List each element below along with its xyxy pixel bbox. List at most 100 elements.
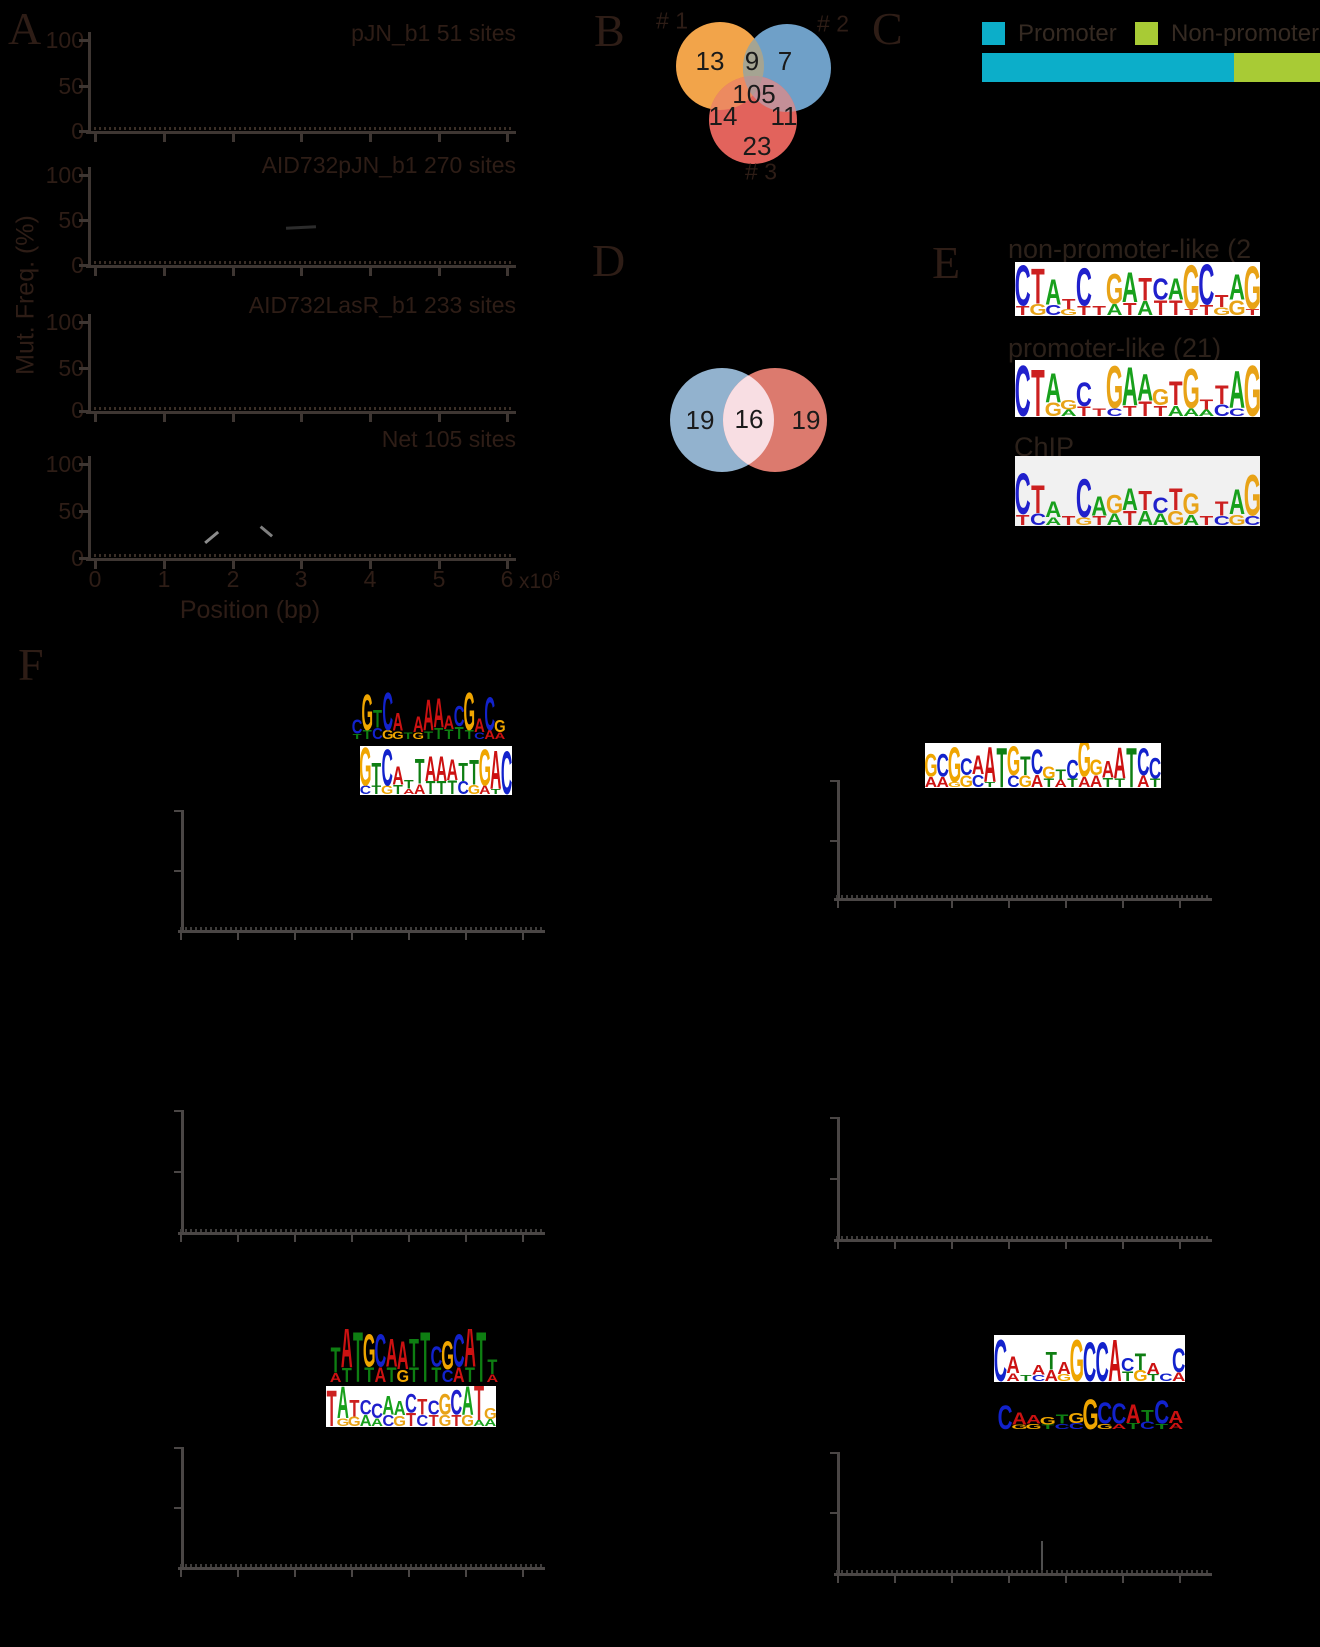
svg-text:T: T [409, 1332, 419, 1375]
svg-text:C: C [1159, 1371, 1172, 1382]
svg-text:C: C [1198, 262, 1214, 316]
x-axis [178, 930, 545, 933]
svg-text:G: G [1228, 295, 1245, 316]
svg-text:T: T [1138, 486, 1152, 517]
svg-text:A: A [1168, 1407, 1183, 1427]
data-zero-dashes [94, 554, 514, 557]
y-tick [830, 780, 837, 782]
x-axis [86, 411, 516, 414]
svg-text:G: G [439, 1388, 452, 1421]
logo-title-non-promoter-like: non-promoter-like (2 [1008, 234, 1252, 264]
svg-text:T: T [342, 1363, 352, 1383]
logo-title-promoter-like: promoter-like (21) [1008, 333, 1222, 363]
svg-text:A: A [1045, 1366, 1059, 1382]
x-tick [300, 561, 303, 569]
y-tick [79, 463, 88, 466]
svg-text:G: G [1026, 1423, 1042, 1430]
x-tick [1122, 901, 1124, 908]
svg-text:G: G [484, 1405, 496, 1423]
svg-text:G: G [382, 728, 394, 740]
svg-text:A: A [1090, 772, 1102, 788]
svg-text:A: A [925, 774, 938, 788]
svg-text:A: A [1107, 510, 1123, 526]
svg-text:A: A [337, 1386, 349, 1427]
x-tick [408, 1570, 410, 1577]
svg-text:C: C [454, 700, 465, 733]
ytick-label: 50 [58, 498, 84, 524]
venn2-right-count: 19 [792, 405, 821, 435]
svg-text:C: C [501, 746, 512, 795]
svg-text:G: G [360, 746, 372, 795]
svg-text:A: A [1137, 507, 1153, 526]
svg-text:A: A [1057, 1358, 1070, 1377]
x-axis [86, 558, 516, 561]
svg-text:T: T [363, 728, 373, 740]
svg-text:C: C [1032, 1374, 1046, 1382]
non-promoter-swatch [1135, 22, 1158, 45]
svg-text:C: C [1111, 1398, 1126, 1430]
svg-text:C: C [1214, 513, 1230, 526]
svg-text:C: C [1140, 1420, 1155, 1430]
x-tick [522, 1235, 524, 1242]
svg-text:C: C [1030, 510, 1046, 526]
svg-text:T: T [444, 727, 453, 740]
svg-text:G: G [1106, 490, 1123, 519]
svg-text:T: T [465, 728, 475, 740]
xtick-label: 5 [432, 566, 446, 592]
y-tick [830, 1117, 837, 1119]
svg-text:T: T [434, 726, 444, 740]
svg-text:T: T [1141, 1406, 1154, 1424]
svg-text:T: T [371, 758, 381, 794]
ytick-label: 100 [45, 27, 84, 53]
subplot-title-aid732lasr: AID732LasR_b1 233 sites [248, 292, 516, 318]
svg-text:T: T [353, 733, 363, 740]
svg-text:G: G [1060, 307, 1077, 316]
svg-text:T: T [1114, 777, 1124, 788]
promoter-swatch [982, 22, 1005, 45]
svg-text:C: C [1096, 1335, 1109, 1382]
svg-text:A: A [1026, 1413, 1041, 1426]
svg-text:A: A [495, 731, 505, 740]
svg-text:T: T [1169, 295, 1183, 316]
svg-text:G: G [393, 1414, 406, 1427]
svg-text:C: C [352, 715, 363, 738]
svg-text:T: T [1200, 397, 1214, 414]
svg-text:C: C [1015, 262, 1031, 316]
x-tick [438, 134, 441, 142]
data-mark [204, 530, 219, 544]
x-tick [894, 901, 896, 908]
venn3-diagram: 13 9 7 105 14 11 23 [676, 22, 831, 164]
x-tick [1122, 1242, 1124, 1249]
svg-text:C: C [450, 1386, 462, 1422]
y-axis [88, 314, 91, 413]
svg-text:A: A [1055, 778, 1067, 788]
svg-text:G: G [464, 692, 476, 740]
x-tick [232, 134, 235, 142]
x-tick [294, 933, 296, 940]
x-tick [522, 933, 524, 940]
svg-text:T: T [1126, 743, 1136, 788]
x-tick [180, 1235, 182, 1242]
x-tick [163, 414, 166, 422]
svg-text:C: C [1015, 463, 1031, 526]
x-tick [300, 268, 303, 276]
svg-text:T: T [458, 758, 468, 787]
svg-text:A: A [1091, 491, 1107, 522]
svg-text:C: C [1069, 1422, 1084, 1430]
svg-text:T: T [1169, 375, 1183, 413]
svg-text:G: G [1040, 1415, 1056, 1427]
promoter-stacked-bar [982, 53, 1320, 82]
svg-text:T: T [1046, 1347, 1058, 1375]
x-tick [465, 933, 467, 940]
svg-text:C: C [1076, 467, 1092, 526]
x-tick [163, 268, 166, 276]
x-tick [465, 1235, 467, 1242]
panel-label-C: C [872, 3, 903, 54]
svg-text:T: T [1200, 513, 1214, 526]
ytick-label: 100 [45, 162, 84, 188]
